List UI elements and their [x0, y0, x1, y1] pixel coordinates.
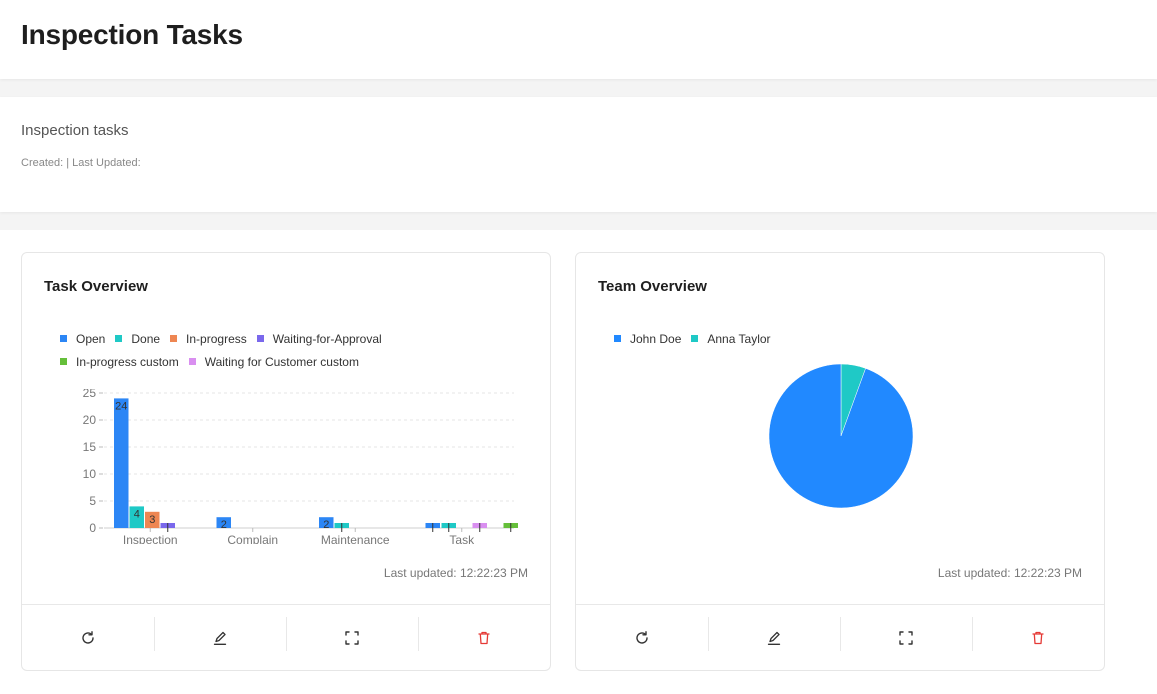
fullscreen-button[interactable]: [840, 605, 972, 670]
bar[interactable]: [129, 506, 145, 528]
bar-data-label: 4: [134, 508, 140, 520]
y-tick-label: 5: [89, 494, 96, 508]
refresh-icon: [82, 630, 94, 644]
edit-icon: [767, 631, 781, 645]
bar[interactable]: [216, 517, 232, 528]
delete-icon: [478, 631, 490, 644]
legend-item-open[interactable]: Open: [60, 332, 105, 346]
legend-swatch: [614, 335, 621, 342]
y-tick-label: 0: [89, 521, 96, 535]
edit-icon: [213, 631, 227, 645]
pie-slice[interactable]: [768, 363, 914, 509]
y-tick-label: 10: [83, 467, 97, 481]
x-tick-label: Complain: [227, 533, 278, 544]
widget-footer: [22, 604, 550, 670]
delete-icon: [1032, 631, 1044, 644]
bar[interactable]: [145, 511, 160, 528]
team-overview-widget: Team Overview John Doe Anna Taylor Last …: [575, 252, 1105, 671]
widget-title: Task Overview: [44, 278, 148, 295]
legend-item-anna-taylor[interactable]: Anna Taylor: [691, 332, 771, 346]
legend-swatch: [188, 358, 196, 365]
last-updated-text: Last updated: 12:22:23 PM: [937, 566, 1082, 580]
refresh-button[interactable]: [576, 605, 708, 670]
y-tick-label: 20: [83, 413, 97, 427]
legend-swatch: [60, 358, 67, 365]
info-title: Inspection tasks: [21, 122, 129, 139]
x-tick-label: Maintenance: [321, 533, 390, 544]
bar[interactable]: [319, 517, 334, 528]
fullscreen-icon: [899, 630, 913, 645]
legend-swatch: [60, 335, 67, 342]
legend-swatch: [256, 335, 264, 342]
page-title: Inspection Tasks: [21, 19, 243, 50]
legend-item-done[interactable]: Done: [115, 332, 160, 346]
fullscreen-icon: [345, 630, 359, 645]
legend-swatch: [691, 335, 699, 342]
x-tick-label: Task: [449, 533, 475, 544]
legend-item-in-progress-custom[interactable]: In-progress custom: [60, 355, 179, 369]
refresh-button[interactable]: [22, 605, 154, 670]
widget-title: Team Overview: [598, 278, 707, 295]
delete-button[interactable]: [418, 605, 550, 670]
refresh-icon: [636, 630, 648, 644]
legend-item-in-progress[interactable]: In-progress: [170, 332, 247, 346]
x-tick-label: Inspection: [123, 533, 178, 544]
last-updated-text: Last updated: 12:22:23 PM: [383, 566, 528, 580]
y-tick-label: 25: [83, 389, 97, 400]
edit-button[interactable]: [708, 605, 840, 670]
legend-item-waiting-for-customer-custom[interactable]: Waiting for Customer custom: [188, 355, 359, 369]
legend-item-waiting-for-approval[interactable]: Waiting-for-Approval: [256, 332, 382, 346]
bar-data-label: 3: [149, 514, 155, 526]
bar-data-label: 2: [221, 519, 227, 531]
edit-button[interactable]: [154, 605, 286, 670]
legend-item-john-doe[interactable]: John Doe: [614, 332, 681, 346]
delete-button[interactable]: [972, 605, 1104, 670]
team-pie-chart: [768, 363, 914, 509]
page-header: Inspection Tasks: [0, 0, 1157, 79]
bar-data-label: 24: [115, 400, 127, 412]
info-card: Inspection tasks Created: | Last Updated…: [0, 97, 1157, 212]
bar[interactable]: [114, 398, 129, 528]
team-legend: John Doe Anna Taylor: [614, 327, 1084, 350]
task-overview-widget: Task Overview Open Done In-progress Wait…: [21, 252, 551, 671]
bar-data-label: 2: [323, 519, 329, 531]
y-tick-label: 15: [83, 440, 97, 454]
task-legend: Open Done In-progress Waiting-for-Approv…: [60, 327, 530, 373]
info-meta: Created: | Last Updated:: [21, 157, 141, 169]
widget-footer: [576, 604, 1104, 670]
legend-swatch: [170, 335, 178, 342]
fullscreen-button[interactable]: [286, 605, 418, 670]
legend-swatch: [115, 335, 123, 342]
dashboard: Task Overview Open Done In-progress Wait…: [0, 230, 1157, 694]
